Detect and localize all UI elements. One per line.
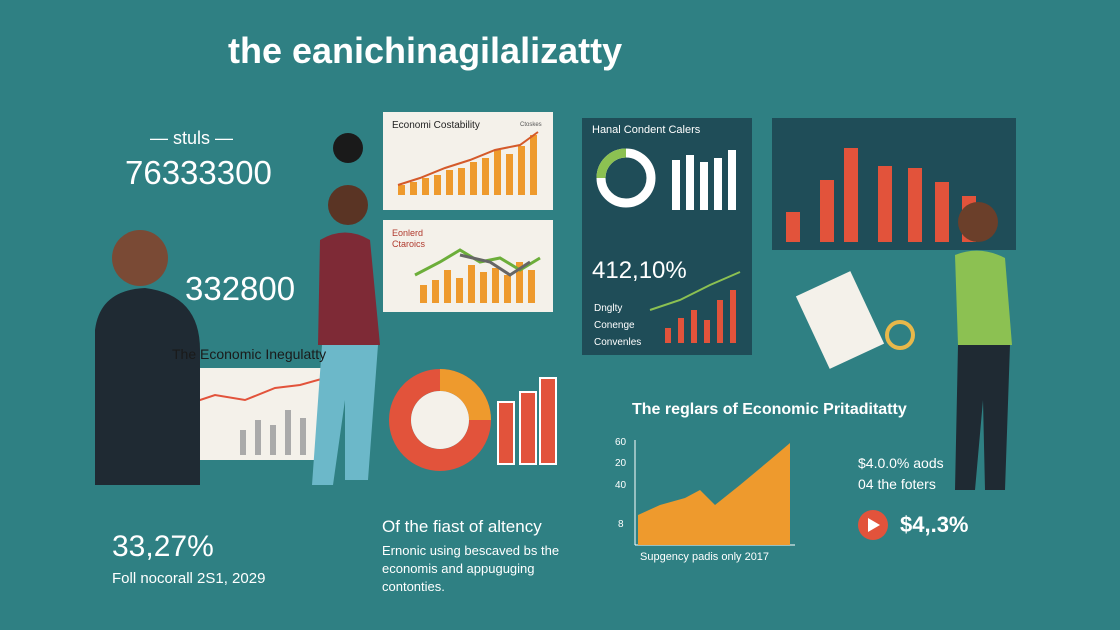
caption: Supgency padis only 2017: [640, 551, 770, 563]
trend: [649, 271, 741, 311]
trend: [397, 131, 539, 186]
bars: [497, 377, 557, 465]
panel-title: Hanal Condent Calers: [592, 124, 701, 136]
legend: Convenles: [594, 337, 642, 348]
stat-note: Foll nocorall 2S1, 2029: [112, 570, 266, 587]
trend: [459, 253, 531, 277]
trend: [184, 377, 326, 406]
magnifier: [885, 320, 915, 350]
person-body: [318, 232, 380, 345]
play-triangle: [868, 518, 880, 532]
highlight-stat: $4,.3%: [900, 512, 969, 537]
bars: [665, 290, 736, 343]
person-body: [95, 288, 200, 485]
big-number: 76333300: [125, 154, 272, 191]
stat: 33,27%: [112, 530, 214, 563]
panel-title: Ctaroics: [392, 239, 426, 249]
stat-line: 04 the foters: [858, 476, 936, 492]
panel-title: Eonlerd: [392, 228, 424, 238]
body-text: contonties.: [382, 579, 445, 594]
axis-label: 60: [615, 437, 627, 448]
document: [795, 271, 885, 369]
axis-label: 20: [615, 458, 627, 469]
donut-segment: [596, 148, 627, 179]
person-head: [112, 230, 168, 286]
person-head: [328, 185, 368, 225]
body-text: Ernonic using bescaved bs the: [382, 543, 560, 558]
big-number: 332800: [185, 270, 296, 307]
area: [638, 443, 790, 545]
stat-line: $4.0.0% aods: [858, 455, 944, 471]
heading: Of the fiast of altency: [382, 517, 542, 536]
panel-title: Economi Costability: [392, 120, 480, 131]
bars: [420, 262, 535, 303]
donut-segment: [439, 369, 491, 421]
donut-hole: [411, 391, 469, 449]
title: the eanichinagilalizatty: [228, 30, 623, 71]
bars: [672, 150, 736, 210]
body-text: economis and appuguging: [382, 561, 535, 576]
axis-label: 8: [618, 519, 624, 530]
stat: 412,10%: [592, 257, 687, 284]
bars: [398, 135, 537, 195]
person-legs: [312, 345, 378, 485]
chart-title: The reglars of Economic Pritaditatty: [632, 401, 907, 418]
kicker: — stuls —: [150, 128, 234, 148]
legend: Conenge: [594, 320, 635, 331]
person-body: [955, 250, 1012, 345]
person-head: [958, 202, 998, 242]
person-legs: [955, 345, 1010, 490]
legend: Ctoskes: [520, 122, 542, 128]
chart-title: The Economic Inegulatty: [172, 346, 327, 362]
bars: [240, 410, 306, 455]
person-hair: [333, 133, 363, 163]
axis-label: 40: [615, 480, 627, 491]
legend: Dnglty: [594, 303, 623, 314]
